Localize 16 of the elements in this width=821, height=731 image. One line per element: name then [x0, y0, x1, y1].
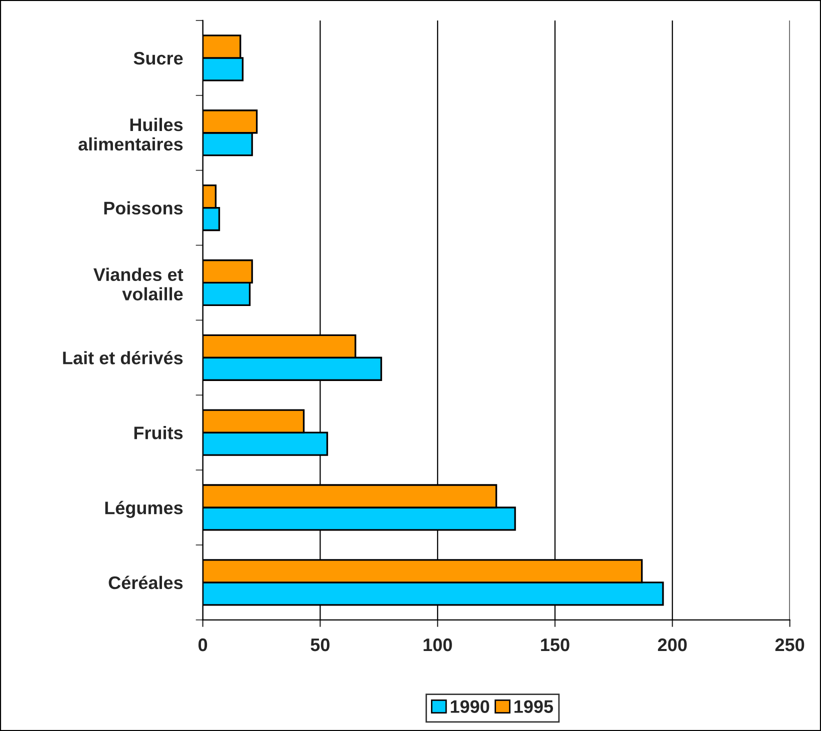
x-tick-label: 200: [658, 638, 687, 652]
y-tick-label: Sucre: [134, 52, 183, 65]
x-tick-label: 50: [310, 638, 330, 652]
x-tick-label: 100: [424, 638, 452, 652]
x-tick-label: 250: [775, 638, 804, 652]
legend-label: 1995: [514, 700, 554, 713]
y-tick-label: Fruits: [134, 426, 183, 440]
legend-label: 1990: [450, 700, 490, 713]
y-tick-label: Huiles alimentaires: [78, 118, 183, 151]
y-tick-label: Lait et dérivés: [63, 350, 183, 364]
y-tick-label: Céréales: [108, 576, 183, 590]
y-tick-label: Poissons: [104, 201, 183, 215]
y-tick-label: Viandes et volaille: [93, 268, 184, 300]
x-tick-label: 150: [541, 638, 570, 652]
x-tick-label: 0: [198, 638, 208, 652]
y-tick-label: Légumes: [105, 500, 183, 518]
